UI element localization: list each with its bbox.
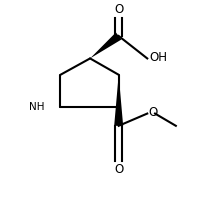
Polygon shape — [114, 75, 123, 126]
Text: O: O — [114, 3, 123, 15]
Text: NH: NH — [29, 102, 44, 112]
Text: OH: OH — [149, 51, 167, 64]
Text: O: O — [148, 106, 158, 119]
Text: O: O — [114, 163, 123, 176]
Polygon shape — [90, 32, 122, 58]
